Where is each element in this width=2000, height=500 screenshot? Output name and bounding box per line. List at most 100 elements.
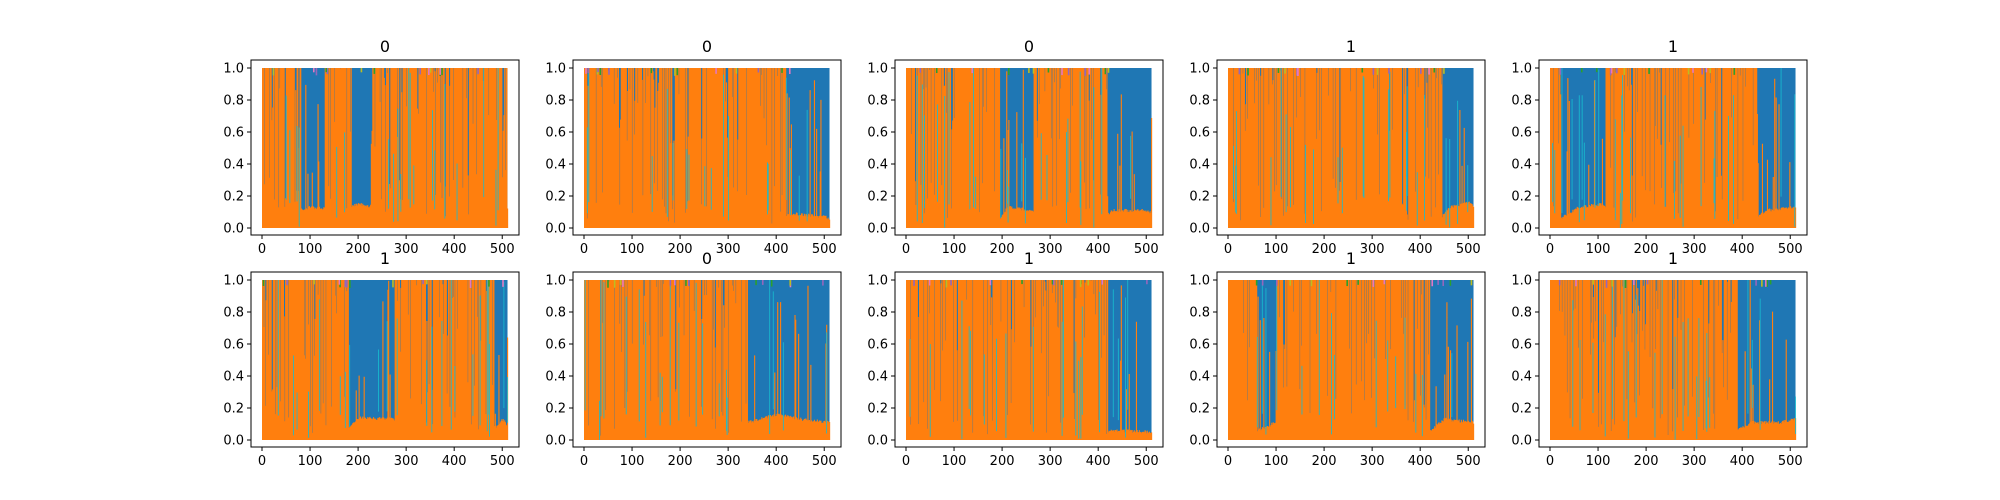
subplot-1: 0 0 100 200 300 400 500 0.0 0.2 0.4 0.6 0.8 1.0 — [223, 37, 520, 257]
x-tick-label: 300 — [394, 242, 419, 257]
series-minor-mark — [928, 280, 931, 286]
y-tick-label: 1.0 — [545, 62, 566, 77]
y-tick-label: 1.0 — [1189, 62, 1210, 77]
series-minor-mark — [1247, 68, 1249, 76]
subplot-2: 0 0 100 200 300 400 500 0.0 0.2 0.4 0.6 0.8 1.0 — [545, 37, 842, 257]
series-minor-mark — [1104, 68, 1107, 75]
subplot-title: 1 — [1346, 249, 1356, 268]
series-orange — [1228, 280, 1475, 440]
series-minor-mark — [1052, 280, 1055, 286]
series-minor-mark — [326, 68, 329, 75]
series-minor-mark — [1428, 68, 1430, 75]
x-tick-label: 500 — [812, 242, 837, 257]
x-tick-label: 100 — [620, 454, 645, 469]
series-cyan — [1256, 280, 1453, 437]
x-tick-label: 500 — [812, 454, 837, 469]
series-minor-mark — [1433, 68, 1436, 73]
x-tick-label: 500 — [1134, 242, 1159, 257]
axes-frame — [250, 59, 520, 236]
x-tick-label: 200 — [1634, 242, 1659, 257]
y-tick-label: 0.6 — [223, 126, 244, 141]
series-minor-mark — [1357, 280, 1359, 285]
y-tick-label: 0.4 — [545, 158, 566, 173]
series-minor-mark — [1061, 68, 1063, 76]
series-minor-mark — [338, 280, 341, 285]
series-minor-mark — [1007, 68, 1010, 75]
y-tick-label: 0.6 — [867, 126, 888, 141]
x-tick-label: 300 — [394, 454, 419, 469]
series-minor-mark — [502, 280, 504, 287]
series-minor-mark — [685, 280, 687, 286]
x-tick-label: 300 — [1038, 242, 1063, 257]
series-minor-mark — [770, 280, 773, 287]
series-minor-mark — [599, 68, 602, 76]
y-tick-label: 0.8 — [545, 94, 566, 109]
x-tick-label: 400 — [442, 242, 467, 257]
series-minor-mark — [1420, 68, 1422, 74]
subplot-10: 1 0 100 200 300 400 500 0.0 0.2 0.4 0.6 0.8 1.0 — [1511, 249, 1808, 469]
series-minor-mark — [650, 68, 653, 74]
subplot-title: 1 — [1024, 249, 1034, 268]
y-tick-label: 0.6 — [223, 338, 244, 353]
y-tick-label: 1.0 — [223, 274, 244, 289]
series-minor-mark — [1361, 68, 1364, 73]
x-tick-label: 100 — [298, 242, 323, 257]
series-minor-mark — [715, 68, 717, 74]
series-minor-mark — [1289, 280, 1292, 286]
x-tick-label: 0 — [902, 454, 910, 469]
series-orange — [1550, 280, 1797, 440]
series-minor-mark — [1277, 68, 1280, 73]
series-minor-mark — [597, 68, 599, 73]
series-orange — [262, 68, 509, 228]
series-minor-mark — [313, 280, 315, 285]
y-tick-label: 0.4 — [867, 158, 888, 173]
y-tick-label: 0.6 — [545, 126, 566, 141]
y-tick-label: 0.8 — [867, 306, 888, 321]
series-minor-mark — [1766, 280, 1769, 287]
series-minor-mark — [619, 280, 622, 285]
series-cyan — [584, 280, 828, 440]
plot-area — [262, 280, 509, 440]
subplot-9: 1 0 100 200 300 400 500 0.0 0.2 0.4 0.6 0.8 1.0 — [1189, 249, 1486, 469]
series-minor-mark — [1605, 280, 1608, 288]
series-minor-mark — [613, 280, 616, 288]
axes-frame — [1538, 271, 1808, 448]
x-tick-label: 200 — [990, 454, 1015, 469]
series-minor-mark — [1442, 280, 1445, 286]
subplot-5: 1 0 100 200 300 400 500 0.0 0.2 0.4 0.6 0.8 1.0 — [1511, 37, 1808, 257]
series-minor-mark — [286, 280, 288, 286]
series-minor-mark — [687, 280, 690, 287]
x-tick-label: 400 — [1408, 242, 1433, 257]
series-minor-mark — [1437, 280, 1439, 285]
series-minor-mark — [1633, 280, 1635, 286]
series-minor-mark — [392, 280, 394, 288]
series-minor-mark — [1383, 280, 1386, 285]
series-minor-mark — [1088, 68, 1091, 75]
plot-area — [1550, 68, 1797, 228]
x-tick-label: 300 — [1038, 454, 1063, 469]
y-tick-label: 0.8 — [545, 306, 566, 321]
series-minor-mark — [1769, 280, 1772, 285]
subplot-4: 1 0 100 200 300 400 500 0.0 0.2 0.4 0.6 0.8 1.0 — [1189, 37, 1486, 257]
series-minor-mark — [1079, 280, 1082, 288]
series-minor-mark — [1558, 280, 1561, 286]
x-tick-label: 0 — [902, 242, 910, 257]
x-tick-label: 200 — [668, 454, 693, 469]
series-minor-mark — [315, 68, 318, 76]
series-minor-mark — [262, 280, 265, 286]
series-minor-mark — [1388, 68, 1390, 74]
series-minor-mark — [989, 280, 992, 286]
axes-frame — [572, 59, 842, 236]
y-tick-label: 0.0 — [867, 222, 888, 237]
subplot-title: 0 — [702, 37, 712, 56]
subplot-title: 1 — [1346, 37, 1356, 56]
x-tick-label: 500 — [1778, 242, 1803, 257]
series-minor-mark — [1310, 280, 1313, 287]
series-minor-mark — [428, 68, 430, 76]
y-tick-label: 0.0 — [1511, 222, 1532, 237]
series-minor-mark — [735, 68, 738, 74]
x-tick-label: 0 — [258, 242, 266, 257]
x-tick-label: 500 — [1456, 454, 1481, 469]
axes-frame — [1216, 59, 1486, 236]
